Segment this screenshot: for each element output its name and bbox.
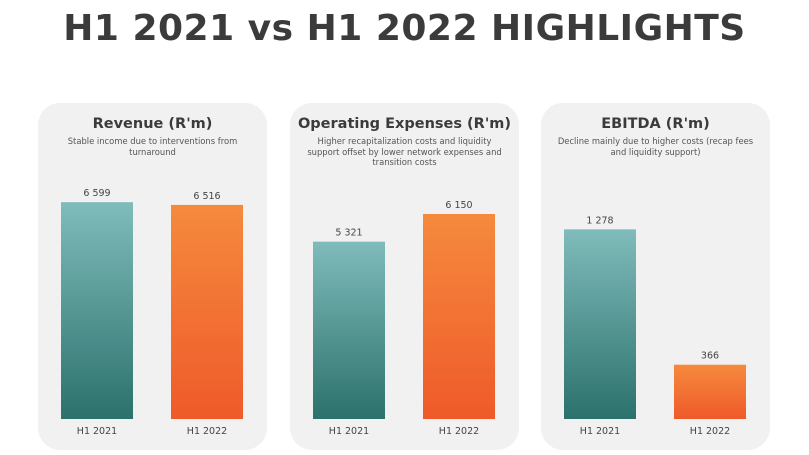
data-label: 366 [701, 351, 719, 362]
page-title: H1 2021 vs H1 2022 HIGHLIGHTS [63, 8, 746, 49]
operating-expenses-chart-panel: Operating Expenses (R'm) Higher recapita… [290, 103, 519, 450]
bar-h1-2021 [564, 229, 636, 419]
data-label: 1 278 [586, 215, 613, 226]
bar-h1-2021 [61, 202, 133, 419]
bar-h1-2022 [423, 214, 495, 419]
category-label: H1 2022 [439, 426, 479, 437]
data-label: 6 150 [445, 200, 472, 211]
revenue-chart: 6 599 H1 2021 6 516 H1 2022 [61, 188, 243, 437]
category-label: H1 2022 [187, 426, 227, 437]
revenue-chart-subtitle: Stable income due to interventions from … [67, 136, 238, 157]
category-label: H1 2021 [329, 426, 369, 437]
operating-expenses-chart-subtitle: Higher recapitalization costs and liquid… [307, 136, 502, 167]
category-label: H1 2022 [690, 426, 730, 437]
data-label: 6 599 [83, 188, 110, 199]
ebitda-chart: 1 278 H1 2021 366 H1 2022 [564, 215, 746, 437]
operating-expenses-chart: 5 321 H1 2021 6 150 H1 2022 [313, 200, 495, 437]
data-label: 6 516 [193, 191, 220, 202]
bar-h1-2022 [171, 204, 243, 419]
ebitda-chart-panel: EBITDA (R'm) Decline mainly due to highe… [541, 103, 770, 450]
bar-h1-2021 [313, 241, 385, 419]
operating-expenses-chart-title: Operating Expenses (R'm) [297, 116, 512, 132]
data-label: 5 321 [335, 228, 362, 239]
category-label: H1 2021 [580, 426, 620, 437]
revenue-chart-panel: Revenue (R'm) Stable income due to inter… [38, 103, 267, 450]
category-label: H1 2021 [77, 426, 117, 437]
ebitda-chart-subtitle: Decline mainly due to higher costs (reca… [557, 136, 754, 157]
bar-h1-2022 [674, 364, 746, 419]
revenue-chart-title: Revenue (R'm) [92, 116, 213, 132]
ebitda-chart-title: EBITDA (R'm) [601, 116, 710, 132]
